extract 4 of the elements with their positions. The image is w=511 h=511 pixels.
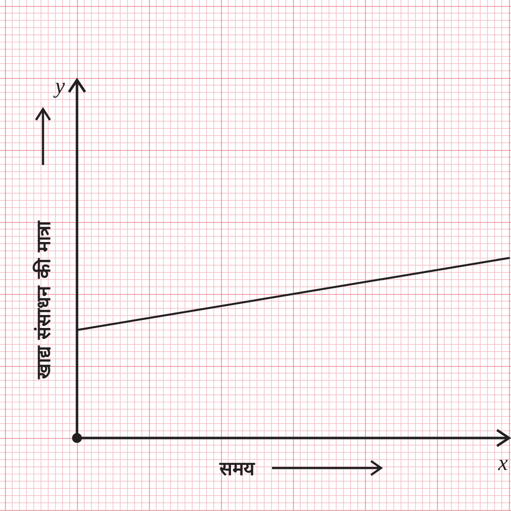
text: x xyxy=(497,450,508,475)
y-axis-title: खाद्य संसाधन की मात्रा xyxy=(32,220,55,380)
x-axis-title: समय xyxy=(218,458,256,480)
text: y xyxy=(53,73,66,98)
